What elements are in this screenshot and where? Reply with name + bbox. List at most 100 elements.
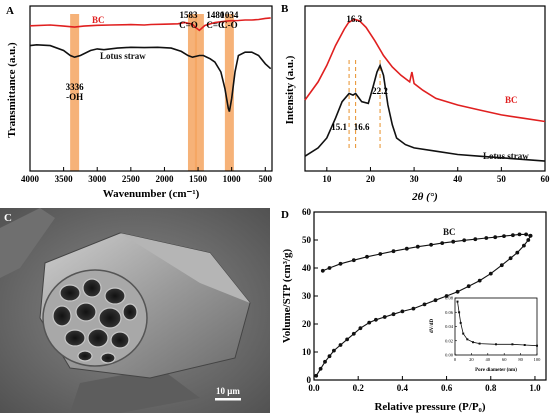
- isotherm-point: [367, 320, 372, 325]
- isotherm-point: [526, 238, 531, 242]
- panel-letter-b: B: [281, 3, 289, 15]
- ftir-plot-frame: [29, 5, 273, 172]
- isotherm-point: [320, 268, 325, 273]
- xrd-x-axis-label: 2θ (°): [411, 191, 438, 203]
- isotherm-point: [382, 315, 387, 319]
- ftir-series-label-bc: BC: [92, 15, 105, 25]
- isotherm-x-tick-label: 0.4: [397, 383, 409, 393]
- isotherm-point: [511, 233, 515, 238]
- isotherm-point: [415, 244, 420, 249]
- isotherm-point: [502, 234, 506, 239]
- panel-letter-a: A: [6, 5, 14, 17]
- isotherm-point: [522, 243, 526, 248]
- isotherm-point: [391, 312, 396, 317]
- sem-pore: [52, 305, 72, 327]
- sem-pore: [110, 331, 130, 349]
- isotherm-y-tick-label: 10: [302, 347, 312, 357]
- ftir-x-tick-label: 1500: [189, 174, 208, 184]
- sem-scale-bar: [215, 398, 241, 401]
- isotherm-point: [365, 254, 369, 259]
- isotherm-point: [411, 306, 416, 311]
- isotherm-point: [493, 235, 498, 240]
- ftir-band-label-1034: 1034: [220, 10, 239, 20]
- inset-point: [466, 338, 469, 341]
- isotherm-y-axis-label: Volume/STP (cm³/g): [281, 249, 293, 344]
- isotherm-point: [484, 236, 489, 240]
- ftir-x-tick-label: 500: [259, 174, 273, 184]
- sem-pore: [104, 287, 126, 305]
- isotherm-point: [455, 289, 460, 294]
- ftir-series-line-0: [29, 17, 271, 32]
- xrd-x-tick-label: 20: [366, 174, 376, 184]
- xrd-series-label-lotus: Lotus straw: [483, 151, 529, 161]
- inset-point: [511, 343, 514, 346]
- inset-frame: [454, 297, 538, 356]
- isotherm-series-line-1: [322, 233, 531, 272]
- ftir-band-label-1034: C-O: [221, 20, 238, 30]
- inset-y-tick-label: 0.04: [445, 324, 454, 329]
- isotherm-point: [477, 278, 482, 283]
- ftir-band-label-1480: 1480: [206, 10, 225, 20]
- inset-x-tick-label: 0: [454, 357, 457, 362]
- xrd-peak-label-16.3: 16.3: [346, 14, 362, 24]
- sem-pore: [64, 329, 86, 347]
- xrd-panel: B 10 20 30 40 50 60 16.3 15.1 16.6 22.2 BC Lotus…: [281, 3, 550, 203]
- isotherm-legend-label: BC: [443, 227, 456, 237]
- xrd-series-label-bc: BC: [505, 95, 518, 105]
- xrd-x-tick-label: 60: [541, 174, 550, 184]
- isotherm-point: [314, 373, 319, 378]
- isotherm-point: [429, 242, 433, 247]
- inset-point: [472, 341, 474, 344]
- inset-y-tick-label: 0.06: [445, 310, 454, 315]
- inset-point: [478, 342, 481, 345]
- inset-x-tick-label: 40: [486, 357, 491, 362]
- ftir-band-label-1583: C=O: [179, 20, 198, 30]
- inset-point: [456, 300, 459, 303]
- inset-point: [536, 344, 538, 347]
- ftir-band-3336: [70, 14, 80, 171]
- sem-image-panel: 10 μm C: [0, 208, 270, 413]
- isotherm-point: [391, 249, 396, 254]
- inset-x-tick-label: 80: [518, 357, 523, 362]
- xrd-x-tick-label: 40: [453, 174, 463, 184]
- sem-pores: [52, 278, 138, 364]
- isotherm-point: [508, 256, 513, 261]
- isotherm-x-tick-label: 0.2: [353, 383, 365, 393]
- isotherm-y-tick-label: 0: [307, 375, 312, 385]
- ftir-x-tick-label: 1000: [223, 174, 242, 184]
- ftir-band-label-1583: 1583: [179, 10, 198, 20]
- isotherm-point: [528, 233, 533, 238]
- isotherm-x-tick-label: 0.6: [441, 383, 453, 393]
- isotherm-point: [462, 238, 467, 243]
- isotherm-x-tick-label: 1.0: [529, 383, 541, 393]
- ftir-band-1583: [187, 14, 197, 171]
- isotherm-point: [517, 232, 522, 237]
- inset-point: [458, 311, 461, 314]
- pore-size-inset: 0 20 40 60 80 100 0.00 0.02 0.04 0.06 0.08 Pore di…: [430, 296, 541, 374]
- isotherm-point: [351, 258, 356, 263]
- isotherm-point: [433, 298, 438, 303]
- inset-point: [462, 332, 465, 335]
- isotherm-point: [327, 266, 332, 270]
- sem-pore: [98, 307, 122, 329]
- xrd-series-line-0: [304, 18, 546, 123]
- isotherm-x-tick-label: 0.0: [308, 383, 320, 393]
- ftir-band-label-3336: 3336: [66, 82, 85, 92]
- isotherm-point: [466, 284, 471, 289]
- ftir-x-tick-label: 2500: [122, 174, 141, 184]
- ftir-x-tick-label: 2000: [155, 174, 174, 184]
- isotherm-y-tick-label: 50: [302, 235, 312, 245]
- xrd-plot-frame: [304, 5, 546, 172]
- inset-point: [459, 321, 462, 324]
- inset-y-tick-label: 0.02: [445, 338, 453, 343]
- inset-y-axis-label: dV/dD: [430, 319, 435, 334]
- isotherm-point: [323, 359, 327, 364]
- inset-y-tick-label: 0.00: [445, 353, 454, 358]
- isotherm-point: [404, 246, 409, 251]
- sem-particle-ridge: [120, 233, 250, 303]
- isotherm-x-axis-label: Relative pressure (P/P₀): [374, 401, 485, 413]
- sem-pore: [122, 303, 138, 321]
- isotherm-x-tick-label: 0.8: [485, 383, 497, 393]
- ftir-band-1034: [224, 14, 234, 171]
- inset-x-tick-label: 60: [502, 357, 507, 362]
